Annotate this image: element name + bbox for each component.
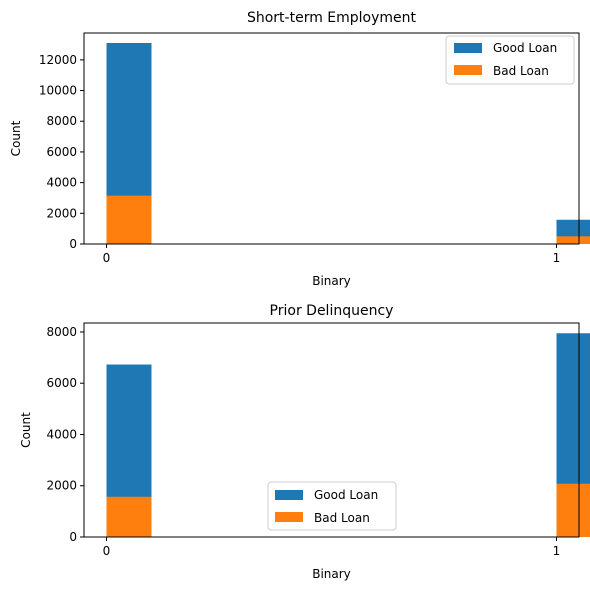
- plot-frame: [83, 322, 580, 538]
- legend: Good Loan Bad Loan: [445, 35, 575, 85]
- chart-short-term-employment: Short-term Employment 0 2000 4000 6000 8000 1…: [9, 10, 590, 288]
- chart-title: Short-term Employment: [247, 10, 417, 26]
- y-tick-label: 6000: [46, 376, 77, 390]
- legend-swatch-good-loan: [454, 43, 482, 53]
- legend-swatch-bad-loan: [275, 512, 303, 522]
- y-tick-label: 4000: [46, 176, 77, 190]
- y-tick-label: 6000: [46, 145, 77, 159]
- x-tick-label: 1: [553, 544, 561, 558]
- y-axis-label: Count: [9, 120, 23, 156]
- bar-bad-loan-1: [556, 483, 590, 537]
- y-tick-label: 10000: [39, 84, 77, 98]
- x-tick-label: 1: [553, 251, 561, 265]
- plot-frame: [83, 32, 580, 245]
- x-axis-label: Binary: [312, 567, 351, 581]
- chart-prior-delinquency: Prior Delinquency 0 2000 4000 6000 8000 0 1 C…: [19, 303, 590, 581]
- y-tick-label: 2000: [46, 479, 77, 493]
- legend-label-good-loan: Good Loan: [493, 41, 557, 55]
- y-tick-label: 8000: [46, 325, 77, 339]
- y-tick-label: 4000: [46, 427, 77, 441]
- x-tick-label: 0: [103, 251, 111, 265]
- y-tick-label: 8000: [46, 114, 77, 128]
- x-axis-label: Binary: [312, 274, 351, 288]
- bar-bad-loan-0: [106, 496, 152, 537]
- bar-bad-loan-0: [106, 195, 152, 244]
- y-axis-label: Count: [19, 412, 33, 448]
- legend-label-good-loan: Good Loan: [314, 488, 378, 502]
- y-tick-label: 0: [69, 237, 77, 251]
- legend-swatch-bad-loan: [454, 65, 482, 75]
- legend-swatch-good-loan: [275, 490, 303, 500]
- legend-label-bad-loan: Bad Loan: [493, 64, 549, 78]
- chart-title: Prior Delinquency: [270, 303, 394, 319]
- y-tick-label: 2000: [46, 206, 77, 220]
- x-tick-label: 0: [103, 544, 111, 558]
- legend: Good Loan Bad Loan: [267, 481, 397, 531]
- bar-bad-loan-1: [556, 236, 590, 244]
- legend-label-bad-loan: Bad Loan: [314, 511, 370, 525]
- y-tick-label: 12000: [39, 53, 77, 67]
- y-tick-label: 0: [69, 530, 77, 544]
